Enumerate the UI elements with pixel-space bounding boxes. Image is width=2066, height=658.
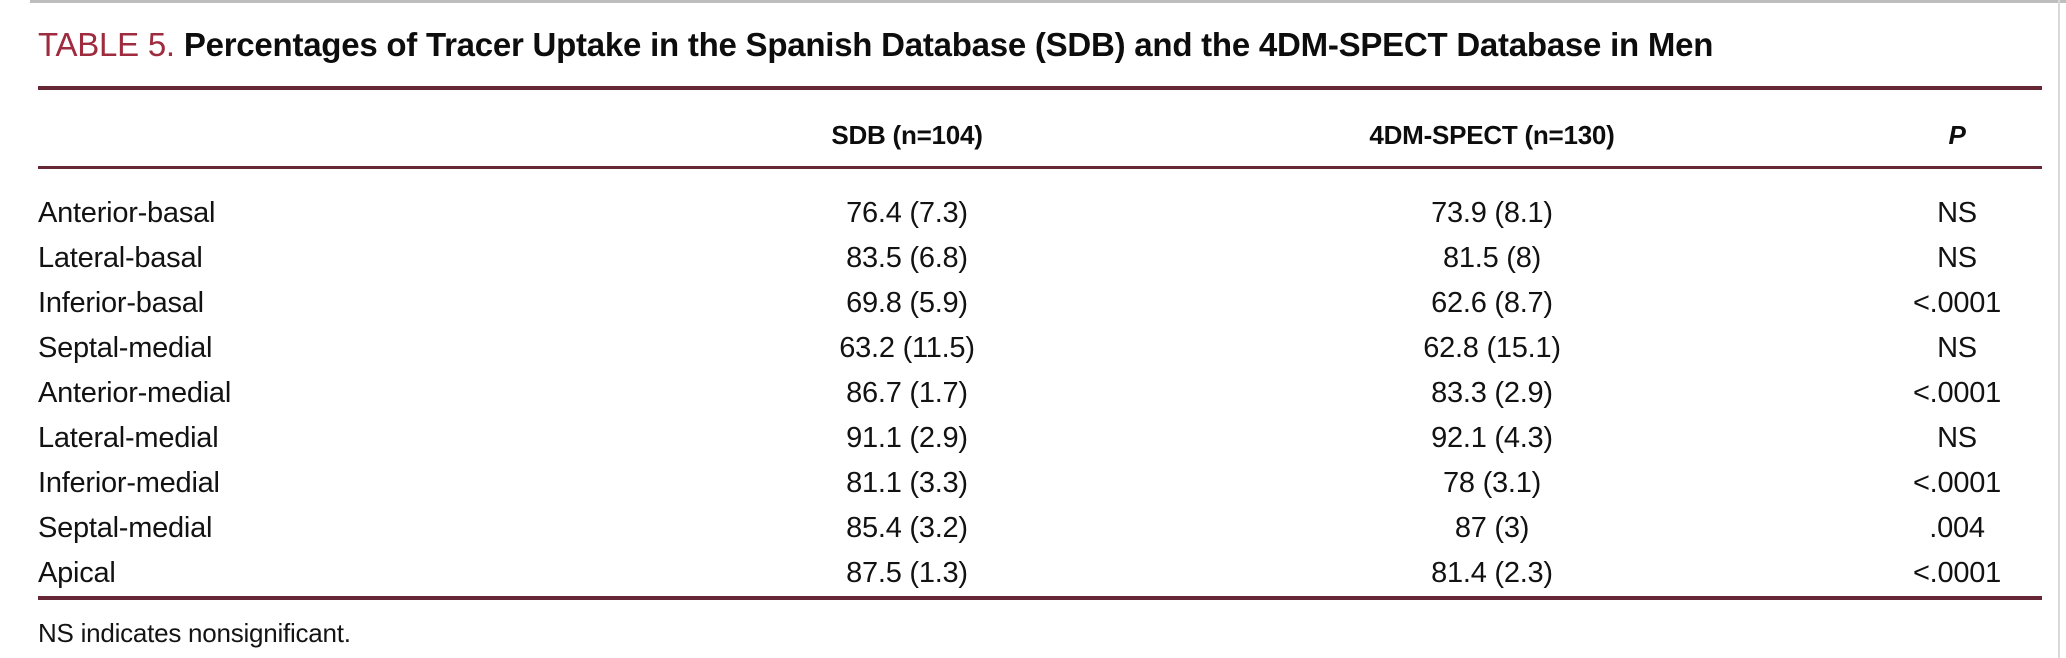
cell-p-value: NS: [1937, 197, 1977, 229]
table-row: Lateral-basal 83.5 (6.8) 81.5 (8) NS: [38, 236, 2042, 281]
cell-p-value: NS: [1937, 422, 1977, 454]
rule-top: [38, 86, 2042, 90]
cell-p-value: <.0001: [1912, 287, 2002, 319]
table-row: Inferior-medial 81.1 (3.3) 78 (3.1) <.00…: [38, 461, 2042, 506]
cell-sdb: 63.2 (11.5): [839, 332, 975, 364]
rule-bottom: [38, 596, 2042, 600]
header-sdb: SDB (n=104): [702, 90, 1112, 169]
cell-spect: 87 (3): [1454, 512, 1530, 544]
cell-sdb: 91.1 (2.9): [846, 422, 968, 454]
cell-region: Anterior-medial: [38, 377, 232, 409]
table-figure: TABLE 5. Percentages of Tracer Uptake in…: [38, 0, 2042, 650]
cell-sdb: 69.8 (5.9): [846, 287, 968, 319]
cell-spect: 81.5 (8): [1442, 242, 1542, 274]
cell-region: Apical: [38, 557, 116, 589]
cell-region: Anterior-basal: [38, 197, 216, 229]
header-row: SDB (n=104) 4DM-SPECT (n=130) P: [38, 90, 2042, 169]
cell-sdb: 87.5 (1.3): [846, 557, 968, 589]
header-region: [38, 90, 702, 169]
cell-region: Lateral-medial: [38, 422, 219, 454]
cell-region: Inferior-medial: [38, 467, 220, 499]
cell-p-value: <.0001: [1912, 377, 2002, 409]
tracer-uptake-table: SDB (n=104) 4DM-SPECT (n=130) P Anterior…: [38, 90, 2042, 596]
cell-spect: 62.6 (8.7): [1431, 287, 1553, 319]
cell-p-value: NS: [1937, 332, 1977, 364]
cell-sdb: 85.4 (3.2): [846, 512, 968, 544]
cell-spect: 73.9 (8.1): [1431, 197, 1553, 229]
table-row: Septal-medial 85.4 (3.2) 87 (3) .004: [38, 506, 2042, 551]
cell-spect: 81.4 (2.3): [1431, 557, 1553, 589]
cell-p-value: NS: [1937, 242, 1977, 274]
cell-sdb: 83.5 (6.8): [846, 242, 968, 274]
table-row: Anterior-basal 76.4 (7.3) 73.9 (8.1) NS: [38, 168, 2042, 237]
table-footnote: NS indicates nonsignificant.: [38, 618, 351, 648]
cell-region: Inferior-basal: [38, 287, 204, 319]
cell-sdb: 86.7 (1.7): [846, 377, 968, 409]
header-p-value: P: [1872, 90, 2042, 169]
header-spect: 4DM-SPECT (n=130): [1112, 90, 1872, 169]
cell-sdb: 81.1 (3.3): [846, 467, 968, 499]
table-body: Anterior-basal 76.4 (7.3) 73.9 (8.1) NS …: [38, 168, 2042, 597]
scan-edge-right: [2058, 0, 2060, 658]
cell-region: Septal-medial: [38, 512, 213, 544]
table-row: Inferior-basal 69.8 (5.9) 62.6 (8.7) <.0…: [38, 281, 2042, 326]
table-header: SDB (n=104) 4DM-SPECT (n=130) P: [38, 90, 2042, 169]
cell-spect: 83.3 (2.9): [1431, 377, 1553, 409]
cell-sdb: 76.4 (7.3): [846, 197, 968, 229]
cell-spect: 92.1 (4.3): [1431, 422, 1553, 454]
cell-spect: 62.8 (15.1): [1423, 332, 1561, 364]
table-caption: TABLE 5. Percentages of Tracer Uptake in…: [38, 0, 2042, 65]
table-row: Lateral-medial 91.1 (2.9) 92.1 (4.3) NS: [38, 416, 2042, 461]
cell-spect: 78 (3.1): [1442, 467, 1542, 499]
scan-edge-top: [30, 0, 2066, 3]
cell-p-value: <.0001: [1912, 557, 2002, 589]
cell-region: Lateral-basal: [38, 242, 203, 274]
table-row: Septal-medial 63.2 (11.5) 62.8 (15.1) NS: [38, 326, 2042, 371]
table-title: Percentages of Tracer Uptake in the Span…: [183, 26, 1714, 63]
table-row: Apical 87.5 (1.3) 81.4 (2.3) <.0001: [38, 551, 2042, 596]
table-row: Anterior-medial 86.7 (1.7) 83.3 (2.9) <.…: [38, 371, 2042, 416]
table-number-label: TABLE 5.: [38, 26, 175, 63]
cell-p-value: .004: [1929, 512, 1985, 544]
cell-p-value: <.0001: [1912, 467, 2002, 499]
cell-region: Septal-medial: [38, 332, 213, 364]
